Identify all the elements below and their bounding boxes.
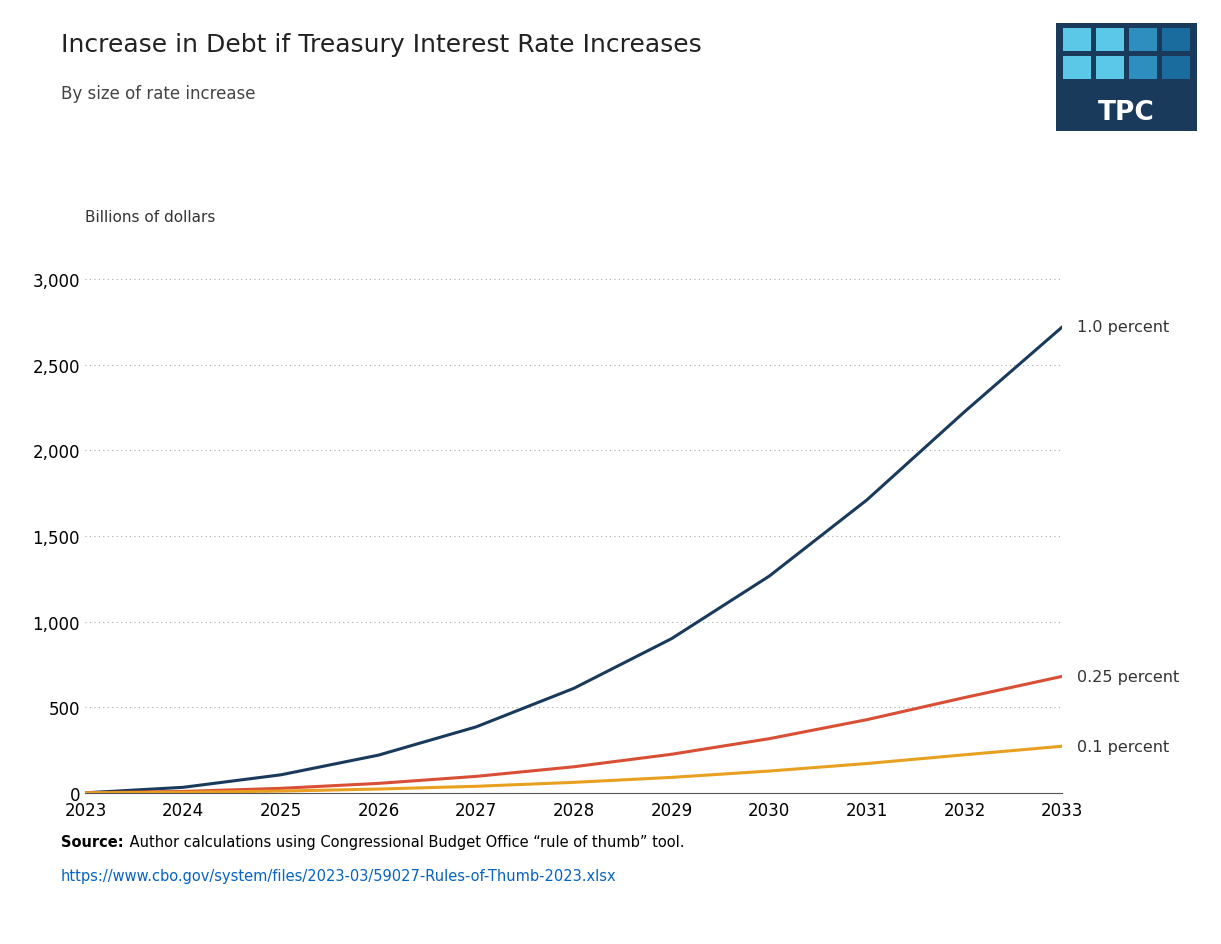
Bar <box>1096 57 1123 80</box>
Text: 1.0 percent: 1.0 percent <box>1077 320 1170 335</box>
Bar <box>1129 57 1156 80</box>
Bar <box>1162 29 1189 52</box>
Text: By size of rate increase: By size of rate increase <box>61 85 255 103</box>
Text: TPC: TPC <box>1098 100 1155 126</box>
Text: https://www.cbo.gov/system/files/2023-03/59027-Rules-of-Thumb-2023.xlsx: https://www.cbo.gov/system/files/2023-03… <box>61 868 617 883</box>
FancyBboxPatch shape <box>1056 24 1197 132</box>
Bar <box>1129 29 1156 52</box>
Bar <box>1162 57 1189 80</box>
Bar <box>1063 29 1090 52</box>
Text: 0.1 percent: 0.1 percent <box>1077 739 1170 754</box>
Text: Author calculations using Congressional Budget Office “rule of thumb” tool.: Author calculations using Congressional … <box>125 834 684 850</box>
Bar <box>1063 57 1090 80</box>
Text: 0.25 percent: 0.25 percent <box>1077 669 1179 684</box>
Text: Increase in Debt if Treasury Interest Rate Increases: Increase in Debt if Treasury Interest Ra… <box>61 33 702 57</box>
Text: Source:: Source: <box>61 834 123 850</box>
Text: Billions of dollars: Billions of dollars <box>85 210 216 225</box>
Bar <box>1096 29 1123 52</box>
